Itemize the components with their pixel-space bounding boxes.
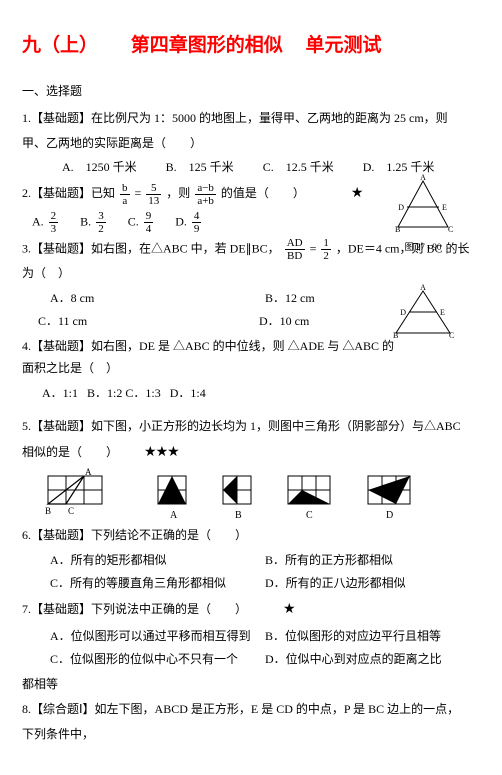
- q3-opt-b: B．12 cm: [265, 291, 315, 305]
- q7-opt-a: A．位似图形可以通过平移而相互得到: [50, 629, 251, 643]
- q1-stem-2: 甲、乙两地的实际距离是（ ）: [22, 132, 480, 155]
- svg-text:B: B: [395, 225, 400, 234]
- svg-text:A: A: [420, 283, 426, 292]
- svg-text:C: C: [449, 331, 454, 340]
- star-icon: ★: [283, 602, 296, 617]
- svg-text:B: B: [45, 506, 51, 516]
- q3-opt-a: A．8 cm: [50, 291, 94, 305]
- q3-opt-c: C．11 cm: [38, 314, 87, 328]
- q6-opt-a: A．所有的矩形都相似: [50, 553, 167, 567]
- q5-figures-row: A B C A B: [48, 472, 480, 518]
- q6-opt-b: B．所有的正方形都相似: [265, 553, 393, 567]
- q6-options: A．所有的矩形都相似 B．所有的正方形都相似: [22, 549, 480, 572]
- svg-text:C: C: [448, 225, 453, 234]
- section-1-heading: 一、选择题: [22, 80, 480, 103]
- q8-stem-1: 8.【综合题Ⅰ】如左下图，ABCD 是正方形，E 是 CD 的中点，P 是 BC…: [22, 698, 480, 721]
- q4-options: A．1:1 B．1:2 C．1:3 D．1:4: [22, 382, 480, 405]
- q7-stem: 7.【基础题】下列说法中正确的是（ ） ★: [22, 597, 480, 624]
- q7-opt-d: D．位似中心到对应点的距离之比: [265, 652, 442, 666]
- svg-text:A: A: [170, 510, 178, 521]
- q7-opt-c: C．位似图形的位似中心不只有一个: [50, 652, 238, 666]
- title-part2: 第四章图形的相似: [131, 35, 283, 56]
- q3-figure-triangle-1: A D E B C: [392, 177, 454, 233]
- q8-stem-2: 下列条件中，: [22, 723, 480, 746]
- title-part1: 九（上）: [22, 35, 98, 56]
- q4-figure-triangle-2: A D E B C: [392, 287, 454, 339]
- q6-stem: 6.【基础题】下列结论不正确的是（ ）: [22, 524, 480, 547]
- q6-opt-d: D．所有的正八边形都相似: [265, 576, 406, 590]
- q4-opt-d: D．1:4: [170, 386, 206, 400]
- svg-text:D: D: [398, 203, 404, 212]
- svg-text:C: C: [306, 510, 313, 521]
- svg-text:E: E: [442, 203, 447, 212]
- svg-text:B: B: [393, 331, 398, 340]
- svg-text:A: A: [85, 467, 92, 477]
- q3-opt-d: D．10 cm: [259, 314, 309, 328]
- q7-options: A．位似图形可以通过平移而相互得到 B．位似图形的对应边平行且相等: [22, 625, 480, 648]
- svg-text:D: D: [386, 510, 393, 521]
- q4-opt-c: C．1:3: [125, 386, 160, 400]
- star-icon: ★: [351, 186, 364, 201]
- q4-opt-a: A．1:1: [42, 386, 78, 400]
- q4-opt-b: B．1:2: [87, 386, 122, 400]
- q1-options: A. 1250 千米 B. 125 千米 C. 12.5 千米 D. 1.25 …: [22, 156, 480, 179]
- q3-figure-caption: 图 27 - 90: [388, 239, 458, 256]
- svg-text:A: A: [420, 173, 426, 182]
- q1-stem-1: 1.【基础题】在比例尺为 1：5000 的地图上，量得甲、乙两地的距离为 25 …: [22, 107, 480, 130]
- q6-opt-c: C．所有的等腰直角三角形都相似: [50, 576, 226, 590]
- svg-text:D: D: [400, 308, 406, 317]
- q7-opt-b: B．位似图形的对应边平行且相等: [265, 629, 441, 643]
- q1-opt-c: C. 12.5 千米: [263, 156, 334, 179]
- q1-opt-b: B. 125 千米: [166, 156, 234, 179]
- title-part3: 单元测试: [306, 35, 382, 56]
- svg-text:C: C: [68, 506, 74, 516]
- q1-opt-a: A. 1250 千米: [62, 156, 137, 179]
- q7-opt-d2: 都相等: [22, 673, 480, 696]
- stars-icon: ★★★: [144, 445, 179, 460]
- svg-text:B: B: [235, 510, 242, 521]
- q5-stem: 5.【基础题】如下图，小正方形的边长均为 1，则图中三角形（阴影部分）与△ABC: [22, 415, 480, 438]
- svg-text:E: E: [440, 308, 445, 317]
